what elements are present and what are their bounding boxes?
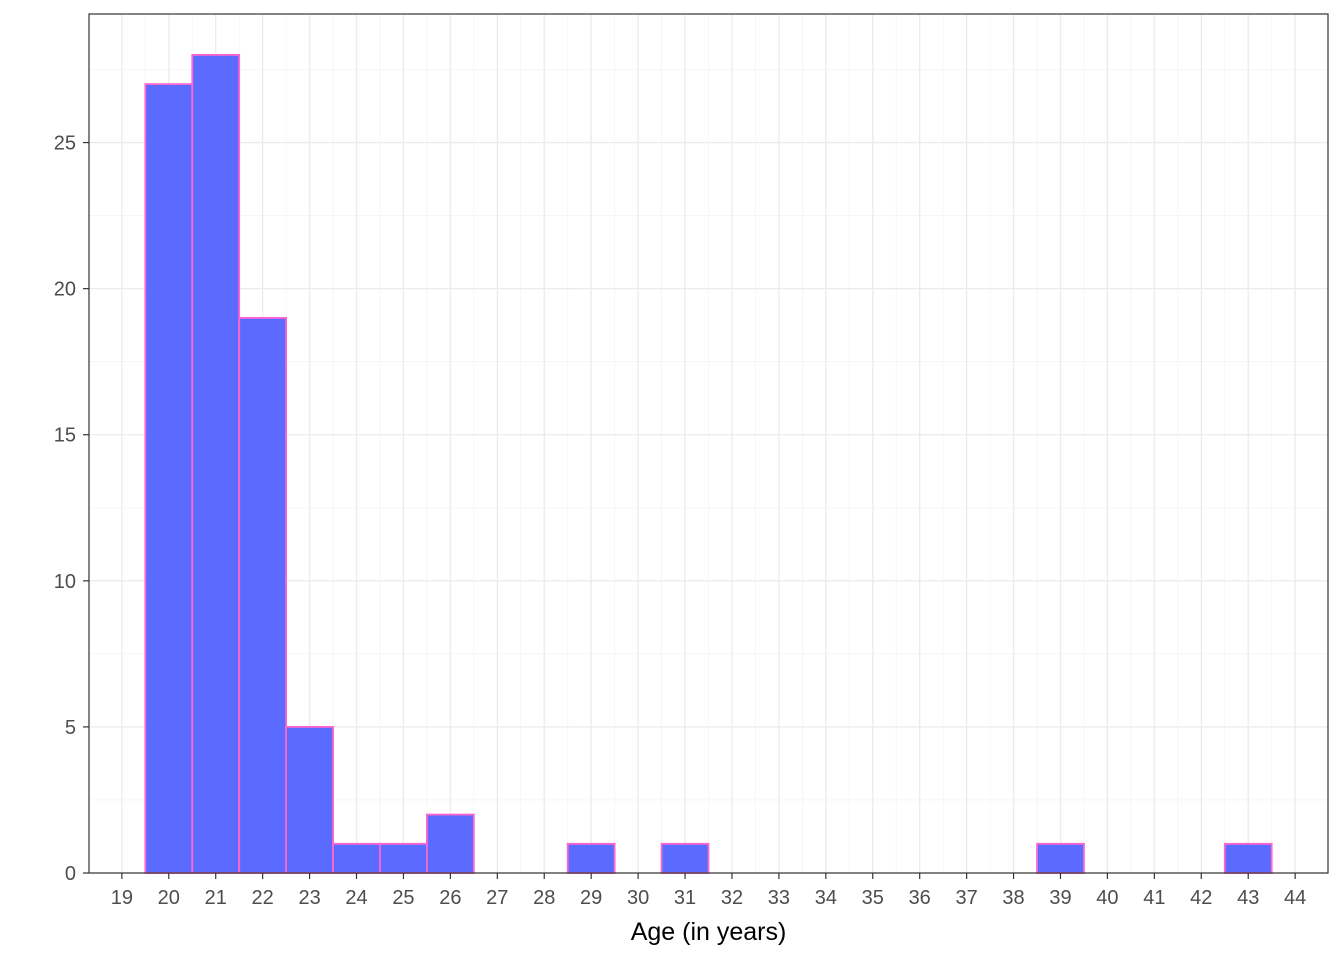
x-tick-label: 35 xyxy=(862,887,884,909)
x-tick-label: 37 xyxy=(956,887,978,909)
x-tick-label: 21 xyxy=(205,887,227,909)
x-axis-title: Age (in years) xyxy=(631,918,787,946)
x-tick-label: 28 xyxy=(533,887,555,909)
histogram-bar-24 xyxy=(332,842,381,874)
y-axis: 0 5 10 15 20 25 xyxy=(54,133,89,885)
x-tick-label: 27 xyxy=(486,887,508,909)
x-tick-label: 33 xyxy=(768,887,790,909)
x-tick-label: 34 xyxy=(815,887,837,909)
x-tick-label: 36 xyxy=(909,887,931,909)
y-tick-label: 20 xyxy=(54,279,76,301)
histogram-bar-29 xyxy=(566,842,616,874)
x-tick-label: 24 xyxy=(345,887,367,909)
x-tick-label: 22 xyxy=(252,887,274,909)
x-tick-label: 39 xyxy=(1049,887,1071,909)
x-tick-label: 30 xyxy=(627,887,649,909)
y-tick-label: 5 xyxy=(65,717,76,739)
y-tick-label: 10 xyxy=(54,571,76,593)
panel-border xyxy=(88,13,1329,874)
x-tick-label: 31 xyxy=(674,887,696,909)
histogram-bar-26 xyxy=(426,813,475,874)
histogram-bar-22 xyxy=(238,316,288,874)
histogram-bar-23 xyxy=(285,726,334,874)
x-tick-label: 23 xyxy=(298,887,320,909)
x-tick-label: 40 xyxy=(1096,887,1118,909)
x-tick-label: 41 xyxy=(1143,887,1165,909)
x-tick-label: 43 xyxy=(1237,887,1259,909)
histogram-bar-21 xyxy=(191,54,241,874)
x-tick-label: 38 xyxy=(1002,887,1024,909)
x-tick-label: 29 xyxy=(580,887,602,909)
x-tick-label: 20 xyxy=(158,887,180,909)
histogram-bar-25 xyxy=(379,842,428,874)
y-tick-label: 25 xyxy=(54,133,76,155)
histogram-bar-43 xyxy=(1223,842,1273,874)
x-tick-label: 32 xyxy=(721,887,743,909)
y-tick-label: 0 xyxy=(65,863,76,885)
x-tick-label: 26 xyxy=(439,887,461,909)
histogram-bar-39 xyxy=(1036,842,1085,874)
x-axis: 19 20 21 22 23 24 25 26 27 28 29 30 31 32 33 34 35 36 37 38… xyxy=(111,873,1306,909)
y-tick-label: 15 xyxy=(54,425,76,447)
x-tick-label: 19 xyxy=(111,887,133,909)
histogram-bar-20 xyxy=(144,83,194,874)
histogram-bar-31 xyxy=(660,842,710,874)
x-tick-label: 44 xyxy=(1284,887,1306,909)
x-tick-label: 25 xyxy=(392,887,414,909)
x-tick-label: 42 xyxy=(1190,887,1212,909)
